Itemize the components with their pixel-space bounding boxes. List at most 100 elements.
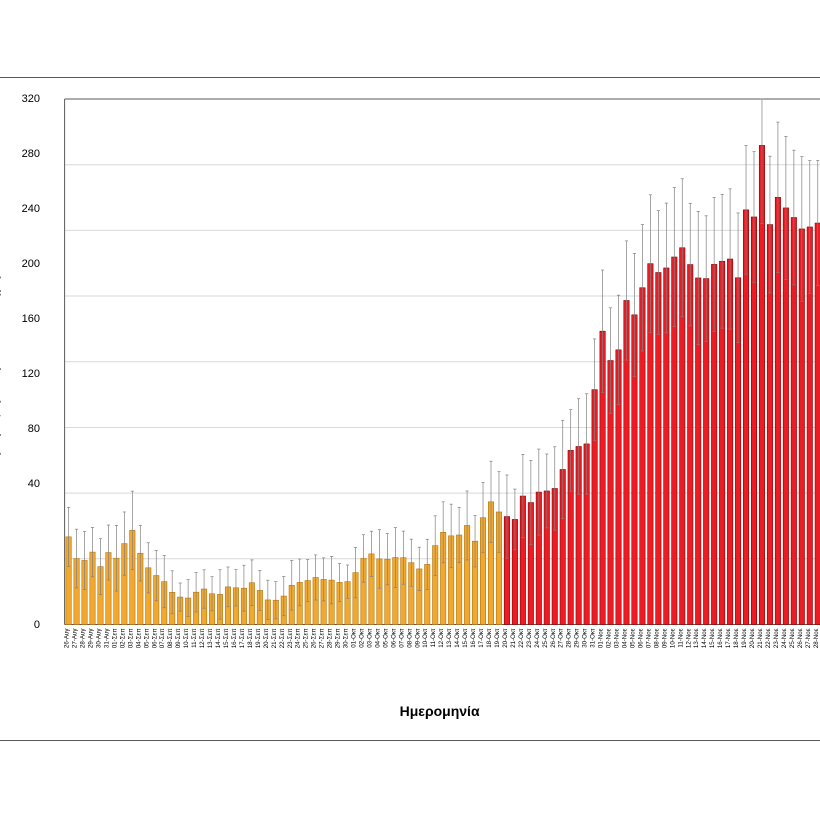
svg-text:30-Αυγ: 30-Αυγ xyxy=(95,628,102,648)
svg-text:27-Σεπ: 27-Σεπ xyxy=(319,629,326,649)
svg-text:10-Οκτ: 10-Οκτ xyxy=(422,628,429,648)
svg-text:31-Οκτ: 31-Οκτ xyxy=(590,628,597,648)
svg-text:26-Αυγ: 26-Αυγ xyxy=(64,628,71,648)
svg-text:29-Οκτ: 29-Οκτ xyxy=(574,628,581,648)
svg-text:07-Οκτ: 07-Οκτ xyxy=(398,628,405,648)
svg-text:04-Οκτ: 04-Οκτ xyxy=(374,628,381,648)
svg-text:08-Νοε: 08-Νοε xyxy=(653,628,660,648)
svg-text:25-Σεπ: 25-Σεπ xyxy=(303,629,310,649)
svg-text:13-Οκτ: 13-Οκτ xyxy=(446,628,453,648)
svg-text:200: 200 xyxy=(22,258,40,270)
svg-text:240: 240 xyxy=(22,203,40,215)
svg-text:09-Οκτ: 09-Οκτ xyxy=(414,628,421,648)
svg-text:27-Οκτ: 27-Οκτ xyxy=(558,628,565,648)
svg-text:06-Νοε: 06-Νοε xyxy=(637,628,644,648)
svg-text:08-Οκτ: 08-Οκτ xyxy=(406,628,413,648)
svg-text:08-Σεπ: 08-Σεπ xyxy=(167,629,174,649)
svg-text:12-Οκτ: 12-Οκτ xyxy=(438,628,445,648)
svg-text:05-Οκτ: 05-Οκτ xyxy=(382,628,389,648)
svg-text:120: 120 xyxy=(22,368,40,380)
svg-text:01-Σεπ: 01-Σεπ xyxy=(111,629,118,649)
svg-text:05-Σεπ: 05-Σεπ xyxy=(143,629,150,649)
svg-text:18-Οκτ: 18-Οκτ xyxy=(486,628,493,648)
svg-text:12-Νοε: 12-Νοε xyxy=(685,628,692,648)
svg-text:14-Νοε: 14-Νοε xyxy=(701,628,708,648)
svg-text:20-Σεπ: 20-Σεπ xyxy=(263,629,270,649)
svg-text:23-Σεπ: 23-Σεπ xyxy=(287,629,294,649)
svg-text:27-Νοε: 27-Νοε xyxy=(805,628,812,648)
svg-text:27-Αυγ: 27-Αυγ xyxy=(72,628,79,648)
svg-text:03-Νοε: 03-Νοε xyxy=(614,628,621,648)
svg-text:25-Οκτ: 25-Οκτ xyxy=(542,628,549,648)
svg-text:21-Σεπ: 21-Σεπ xyxy=(271,629,278,649)
svg-text:05-Νοε: 05-Νοε xyxy=(629,628,636,648)
svg-text:01-Νοε: 01-Νοε xyxy=(598,628,605,648)
svg-text:16-Νοε: 16-Νοε xyxy=(717,628,724,648)
svg-text:40: 40 xyxy=(28,478,40,490)
svg-text:160: 160 xyxy=(22,313,40,325)
svg-text:15-Οκτ: 15-Οκτ xyxy=(462,628,469,648)
svg-text:16-Σεπ: 16-Σεπ xyxy=(231,629,238,649)
svg-text:12-Σεπ: 12-Σεπ xyxy=(199,629,206,649)
svg-text:26-Νοε: 26-Νοε xyxy=(797,628,804,648)
svg-text:80: 80 xyxy=(28,423,40,435)
svg-text:04-Σεπ: 04-Σεπ xyxy=(135,629,142,649)
svg-text:29-Σεπ: 29-Σεπ xyxy=(335,629,342,649)
svg-text:17-Σεπ: 17-Σεπ xyxy=(239,629,246,649)
svg-text:13-Νοε: 13-Νοε xyxy=(693,628,700,648)
svg-text:25-Νοε: 25-Νοε xyxy=(789,628,796,648)
svg-text:31-Αυγ: 31-Αυγ xyxy=(103,628,110,648)
svg-text:06-Σεπ: 06-Σεπ xyxy=(151,629,158,649)
svg-text:28-Αυγ: 28-Αυγ xyxy=(80,628,87,648)
svg-text:30-Οκτ: 30-Οκτ xyxy=(582,628,589,648)
svg-text:20-Νοε: 20-Νοε xyxy=(749,628,756,648)
svg-text:15-Νοε: 15-Νοε xyxy=(709,628,716,648)
svg-text:29-Αυγ: 29-Αυγ xyxy=(87,628,94,648)
svg-text:26-Σεπ: 26-Σεπ xyxy=(311,629,318,649)
svg-text:06-Οκτ: 06-Οκτ xyxy=(390,628,397,648)
svg-text:17-Νοε: 17-Νοε xyxy=(725,628,732,648)
svg-text:14-Σεπ: 14-Σεπ xyxy=(215,629,222,649)
svg-text:28-Οκτ: 28-Οκτ xyxy=(566,628,573,648)
svg-text:22-Σεπ: 22-Σεπ xyxy=(279,629,286,649)
svg-text:10-Σεπ: 10-Σεπ xyxy=(183,629,190,649)
svg-text:0: 0 xyxy=(34,619,40,631)
svg-text:11-Οκτ: 11-Οκτ xyxy=(430,628,437,647)
svg-text:01-Οκτ: 01-Οκτ xyxy=(351,628,358,648)
svg-text:07-Νοε: 07-Νοε xyxy=(645,628,652,648)
svg-text:15-Σεπ: 15-Σεπ xyxy=(223,629,230,649)
svg-text:10-Νοε: 10-Νοε xyxy=(669,628,676,648)
svg-text:19-Σεπ: 19-Σεπ xyxy=(255,629,262,649)
svg-text:320: 320 xyxy=(22,93,40,105)
svg-text:24-Σεπ: 24-Σεπ xyxy=(295,629,302,649)
svg-text:28-Νοε: 28-Νοε xyxy=(813,628,820,648)
svg-text:24-Οκτ: 24-Οκτ xyxy=(534,628,541,648)
svg-text:21-Οκτ: 21-Οκτ xyxy=(510,628,517,648)
svg-text:13-Σεπ: 13-Σεπ xyxy=(207,629,214,649)
svg-text:18-Νοε: 18-Νοε xyxy=(733,628,740,648)
svg-text:280: 280 xyxy=(22,148,40,160)
svg-text:19-Οκτ: 19-Οκτ xyxy=(494,628,501,648)
svg-text:09-Νοε: 09-Νοε xyxy=(661,628,668,648)
svg-text:11-Σεπ: 11-Σεπ xyxy=(191,629,198,648)
svg-text:09-Σεπ: 09-Σεπ xyxy=(175,629,182,649)
svg-text:28-Σεπ: 28-Σεπ xyxy=(327,629,334,649)
svg-text:03-Οκτ: 03-Οκτ xyxy=(366,628,373,648)
svg-text:23-Οκτ: 23-Οκτ xyxy=(526,628,533,648)
svg-text:20-Οκτ: 20-Οκτ xyxy=(502,628,509,648)
svg-text:18-Σεπ: 18-Σεπ xyxy=(247,629,254,649)
svg-text:17-Οκτ: 17-Οκτ xyxy=(478,628,485,648)
svg-text:14-Οκτ: 14-Οκτ xyxy=(454,628,461,648)
svg-text:21-Νοε: 21-Νοε xyxy=(757,628,764,648)
svg-text:24-Νοε: 24-Νοε xyxy=(781,628,788,648)
svg-text:02-Σεπ: 02-Σεπ xyxy=(119,629,126,649)
svg-text:02-Νοε: 02-Νοε xyxy=(606,628,613,648)
svg-text:04-Νοε: 04-Νοε xyxy=(621,628,628,648)
svg-text:03-Σεπ: 03-Σεπ xyxy=(127,629,134,649)
svg-text:02-Οκτ: 02-Οκτ xyxy=(358,628,365,648)
svg-text:23-Νοε: 23-Νοε xyxy=(773,628,780,648)
svg-text:22-Νοε: 22-Νοε xyxy=(765,628,772,648)
svg-text:07-Σεπ: 07-Σεπ xyxy=(159,629,166,649)
svg-text:22-Οκτ: 22-Οκτ xyxy=(518,628,525,648)
svg-text:16-Οκτ: 16-Οκτ xyxy=(470,628,477,648)
